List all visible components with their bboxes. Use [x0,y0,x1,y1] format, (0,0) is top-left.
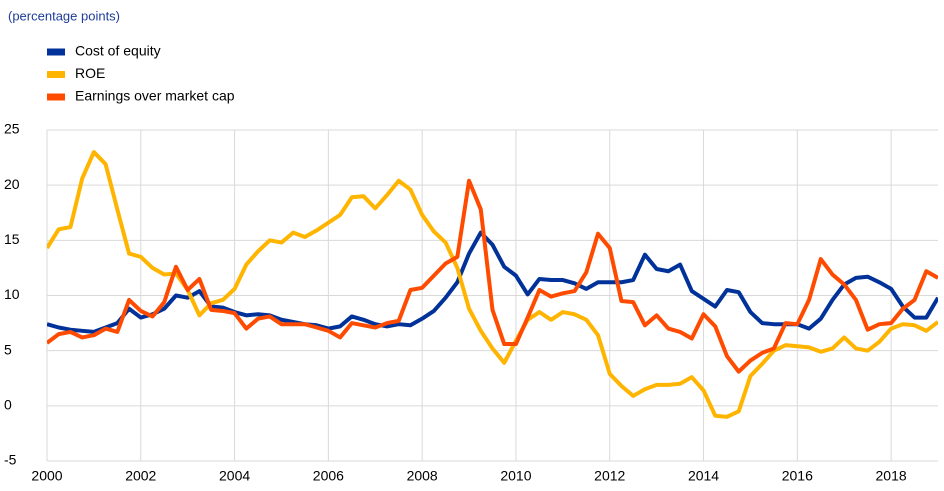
legend-swatch [47,48,65,56]
y-tick-label: 0 [4,397,12,413]
x-tick-label: 2010 [500,468,531,484]
y-tick-label: 25 [4,121,20,137]
x-tick-label: 2018 [876,468,907,484]
x-tick-label: 2002 [125,468,156,484]
x-tick-label: 2000 [31,468,62,484]
y-tick-label: -5 [4,452,17,468]
x-tick-label: 2006 [313,468,344,484]
legend-label: Cost of equity [75,43,161,59]
x-tick-label: 2008 [407,468,438,484]
series-line [47,178,938,374]
x-tick-label: 2004 [219,468,250,484]
x-tick-label: 2016 [782,468,813,484]
y-tick-label: 10 [4,286,20,302]
x-tick-label: 2014 [688,468,719,484]
y-tick-label: 20 [4,176,20,192]
chart-subtitle: (percentage points) [8,8,120,23]
x-tick-label: 2012 [594,468,625,484]
legend-swatch [47,93,65,101]
series-line [47,150,938,419]
legend-swatch [47,71,65,78]
y-tick-label: 15 [4,231,20,247]
legend-label: Earnings over market cap [75,88,235,104]
legend-label: ROE [75,65,105,81]
y-tick-label: 5 [4,341,12,357]
